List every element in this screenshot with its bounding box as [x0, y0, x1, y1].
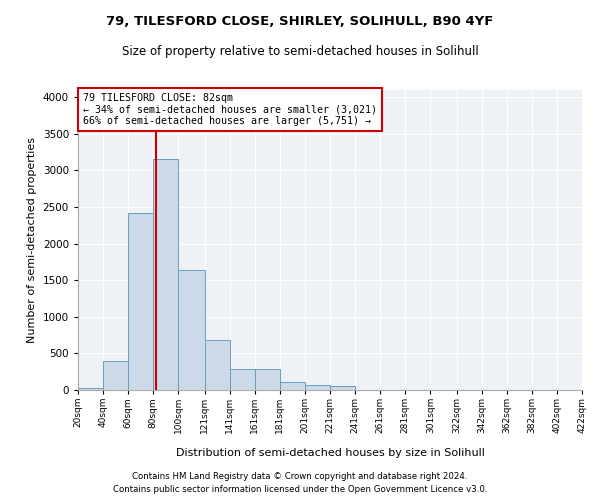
Text: 79, TILESFORD CLOSE, SHIRLEY, SOLIHULL, B90 4YF: 79, TILESFORD CLOSE, SHIRLEY, SOLIHULL, …: [106, 15, 494, 28]
Bar: [103, 361, 128, 390]
Text: Contains HM Land Registry data © Crown copyright and database right 2024.: Contains HM Land Registry data © Crown c…: [132, 472, 468, 481]
Text: Size of property relative to semi-detached houses in Solihull: Size of property relative to semi-detach…: [122, 45, 478, 58]
Bar: [255, 369, 280, 390]
Bar: [178, 270, 205, 390]
Bar: [205, 340, 230, 390]
Bar: [280, 382, 305, 390]
Bar: [128, 213, 153, 390]
Bar: [230, 369, 255, 390]
Bar: [305, 385, 330, 390]
Bar: [78, 388, 103, 390]
Bar: [153, 159, 178, 390]
Text: Contains public sector information licensed under the Open Government Licence v3: Contains public sector information licen…: [113, 485, 487, 494]
Text: 79 TILESFORD CLOSE: 82sqm
← 34% of semi-detached houses are smaller (3,021)
66% : 79 TILESFORD CLOSE: 82sqm ← 34% of semi-…: [83, 93, 377, 126]
Text: Distribution of semi-detached houses by size in Solihull: Distribution of semi-detached houses by …: [176, 448, 484, 458]
Y-axis label: Number of semi-detached properties: Number of semi-detached properties: [27, 137, 37, 343]
Bar: [330, 386, 355, 390]
